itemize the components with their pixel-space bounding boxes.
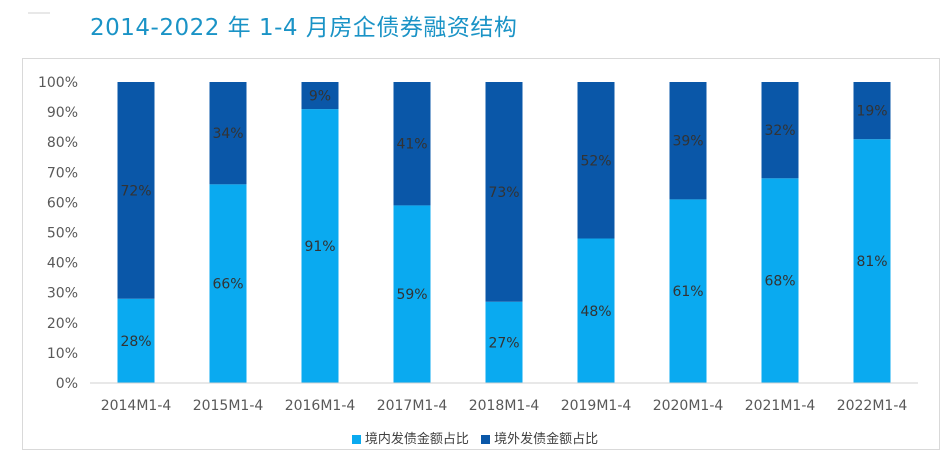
x-tick-label: 2018M1-4 xyxy=(469,398,540,414)
bar-overseas-2015M1-4 xyxy=(209,82,247,185)
bar-domestic-2015M1-4 xyxy=(209,184,247,383)
x-tick-label: 2019M1-4 xyxy=(561,398,632,414)
bar-overseas-2021M1-4 xyxy=(761,82,799,179)
bar-domestic-2017M1-4 xyxy=(393,205,431,383)
data-label-domestic-2017M1-4: 59% xyxy=(396,287,427,303)
data-label-overseas-2018M1-4: 73% xyxy=(488,185,519,201)
x-tick-label: 2022M1-4 xyxy=(837,398,908,414)
data-label-domestic-2014M1-4: 28% xyxy=(120,334,151,350)
legend-label-domestic: 境内发债金额占比 xyxy=(364,432,469,447)
data-label-overseas-2020M1-4: 39% xyxy=(672,134,703,150)
data-label-domestic-2022M1-4: 81% xyxy=(856,254,887,270)
y-tick-label: 90% xyxy=(47,105,78,121)
bar-domestic-2014M1-4 xyxy=(117,298,155,383)
chart-frame xyxy=(22,58,940,450)
x-tick-label: 2016M1-4 xyxy=(285,398,356,414)
data-label-overseas-2016M1-4: 9% xyxy=(309,89,331,105)
data-label-domestic-2019M1-4: 48% xyxy=(580,304,611,320)
y-tick-label: 20% xyxy=(47,316,78,332)
y-tick-label: 50% xyxy=(47,226,78,242)
data-label-overseas-2014M1-4: 72% xyxy=(120,183,151,199)
y-tick-label: 40% xyxy=(47,256,78,272)
data-label-domestic-2018M1-4: 27% xyxy=(488,335,519,351)
y-tick-label: 10% xyxy=(47,346,78,362)
bars: 28% 72% 66% 34% 91% 9% 59% 41% 27% 73% 48% 52% 61% 39… xyxy=(117,82,891,383)
data-label-overseas-2019M1-4: 52% xyxy=(580,153,611,169)
x-tick-label: 2014M1-4 xyxy=(101,398,172,414)
bar-overseas-2018M1-4 xyxy=(485,82,523,302)
x-tick-label: 2017M1-4 xyxy=(377,398,448,414)
bar-domestic-2018M1-4 xyxy=(485,301,523,383)
y-tick-label: 80% xyxy=(47,135,78,151)
legend-label-overseas: 境外发债金额占比 xyxy=(494,432,599,447)
legend-item-domestic: 境内发债金额占比 xyxy=(351,428,469,447)
data-label-domestic-2021M1-4: 68% xyxy=(764,274,795,290)
data-label-domestic-2016M1-4: 91% xyxy=(304,239,335,255)
y-tick-label: 30% xyxy=(47,286,78,302)
data-label-overseas-2017M1-4: 41% xyxy=(396,137,427,153)
bar-domestic-2020M1-4 xyxy=(669,199,707,383)
bar-overseas-2019M1-4 xyxy=(577,82,615,239)
bar-overseas-2014M1-4 xyxy=(117,82,155,299)
y-tick-label: 60% xyxy=(47,195,78,211)
chart-title: 2014-2022 年 1-4 月房企债券融资结构 xyxy=(90,15,518,41)
bar-domestic-2021M1-4 xyxy=(761,178,799,383)
data-label-overseas-2021M1-4: 32% xyxy=(764,123,795,139)
legend-swatch-overseas xyxy=(481,435,491,444)
bar-overseas-2016M1-4 xyxy=(301,82,339,110)
bar-domestic-2016M1-4 xyxy=(301,109,339,383)
legend-item-overseas: 境外发债金额占比 xyxy=(481,428,598,447)
data-label-overseas-2015M1-4: 34% xyxy=(212,126,243,142)
bar-overseas-2017M1-4 xyxy=(393,82,431,206)
legend: 境内发债金额占比 境外发债金额占比 xyxy=(0,428,950,447)
bar-domestic-2022M1-4 xyxy=(853,139,891,383)
top-accent-line xyxy=(28,12,50,14)
x-axis-labels: 2014M1-4 2015M1-4 2016M1-4 2017M1-4 2018M1-4… xyxy=(101,398,908,414)
y-tick-label: 0% xyxy=(56,376,78,392)
x-tick-label: 2020M1-4 xyxy=(653,398,724,414)
bar-overseas-2022M1-4 xyxy=(853,82,891,140)
legend-swatch-domestic xyxy=(351,435,361,444)
y-tick-label: 100% xyxy=(38,75,78,91)
data-label-overseas-2022M1-4: 19% xyxy=(856,104,887,120)
bar-domestic-2019M1-4 xyxy=(577,238,615,383)
x-tick-label: 2021M1-4 xyxy=(745,398,816,414)
data-label-domestic-2020M1-4: 61% xyxy=(672,284,703,300)
x-tick-label: 2015M1-4 xyxy=(193,398,264,414)
data-label-domestic-2015M1-4: 66% xyxy=(212,277,243,293)
y-axis-labels: 0% 10% 20% 30% 40% 50% 60% 70% 80% 90% 100% xyxy=(38,75,78,392)
y-tick-label: 70% xyxy=(47,165,78,181)
bar-overseas-2020M1-4 xyxy=(669,82,707,200)
